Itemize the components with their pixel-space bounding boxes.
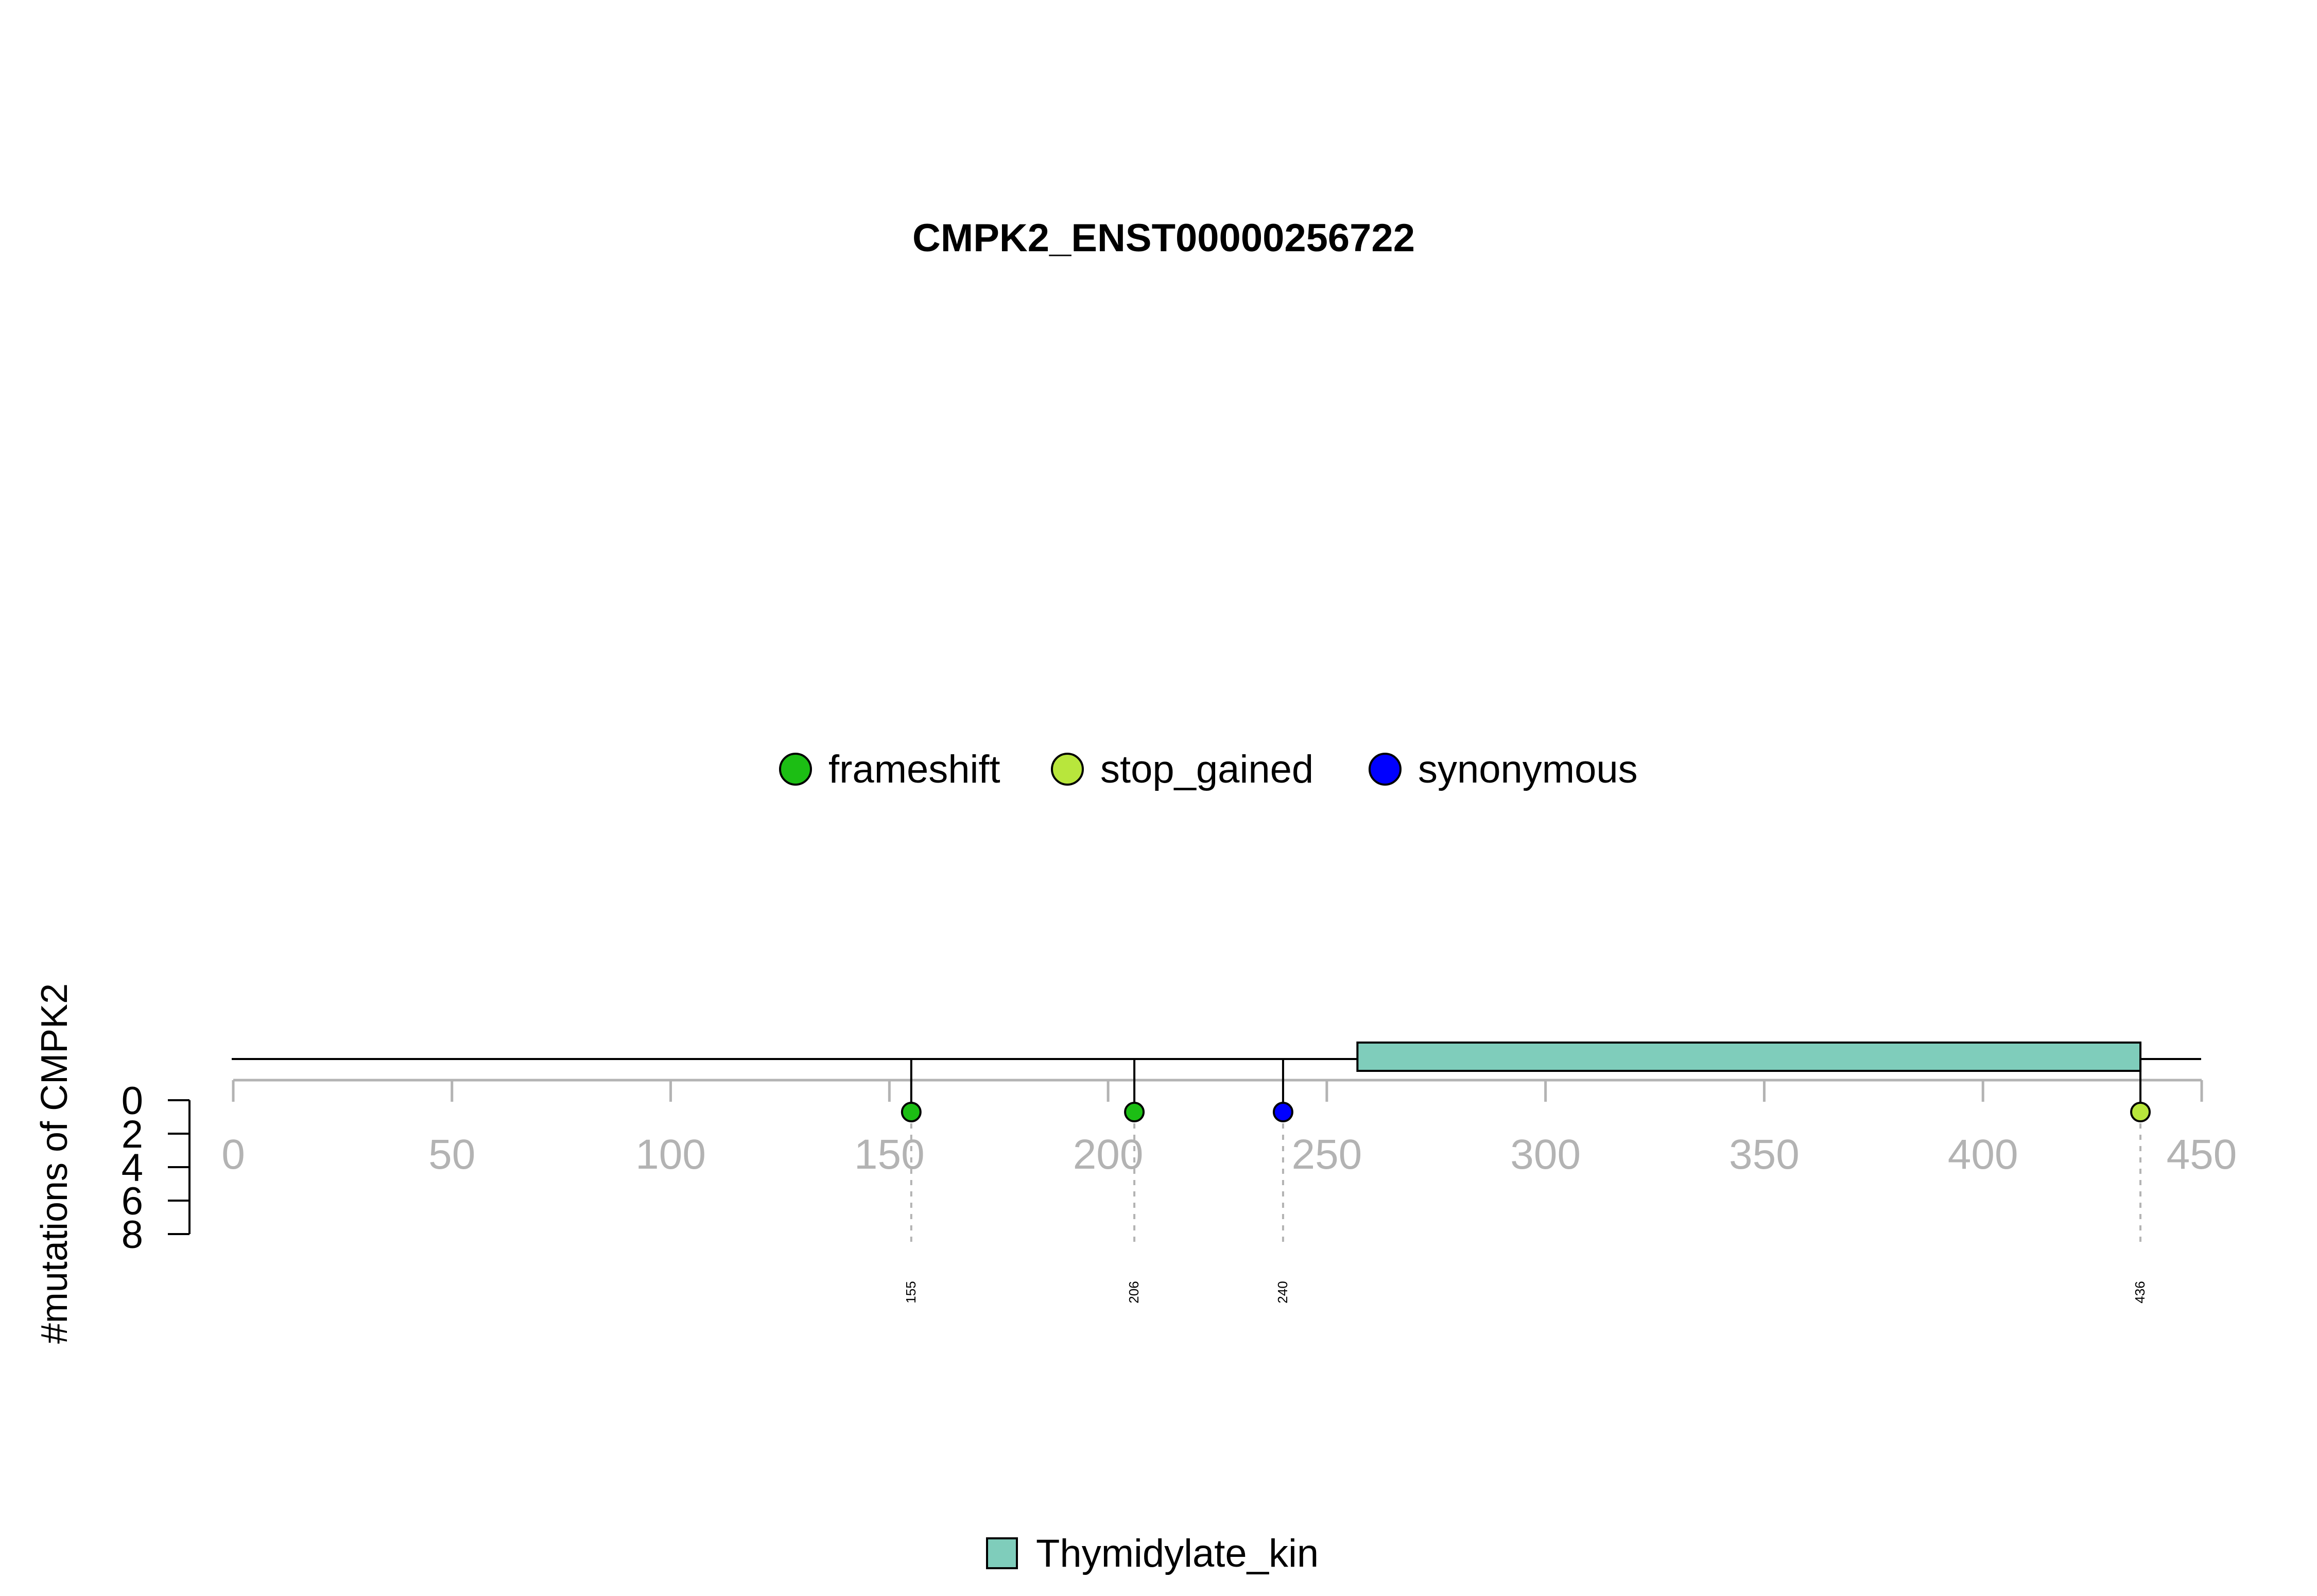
mutation-head [1272,1102,1293,1122]
legend-label: Thymidylate_kin [1036,1532,1319,1575]
x-tick-label: 150 [854,1131,925,1178]
y-tick-label: 6 [122,1179,143,1223]
mutation-head [901,1102,922,1122]
x-tick-label: 200 [1073,1131,1144,1178]
mutation-436: 436 [2130,1059,2151,1304]
y-tick-label: 2 [122,1113,143,1156]
chart-title: CMPK2_ENST00000256722 [912,216,1415,260]
legend-item-frameshift: frameshift [779,748,1000,791]
y-tick-label: 4 [122,1146,143,1190]
y-axis-label: #mutations of CMPK2 [34,983,75,1344]
y-tick-label: 8 [122,1213,143,1257]
domain-Thymidylate_kin [1356,1042,2142,1072]
mutation-240: 240 [1272,1059,1293,1304]
mutation-155: 155 [901,1059,922,1304]
mutation-legend: frameshift stop_gained synonymous [779,748,1638,791]
x-tick-label: 250 [1291,1131,1362,1178]
mutation-206: 206 [1124,1059,1145,1304]
mutation-position-label: 436 [2132,1281,2148,1303]
legend-swatch [779,753,812,786]
legend-item-stop_gained: stop_gained [1051,748,1313,791]
mutation-head [2130,1102,2151,1122]
x-tick-label: 0 [221,1131,245,1178]
x-tick-label: 50 [428,1131,475,1178]
legend-swatch [1369,753,1402,786]
x-tick-label: 350 [1729,1131,1800,1178]
x-axis: 0 50 100 150 200 250 300 350 400 450 [221,1079,2237,1178]
legend-label: frameshift [828,748,1000,791]
domain-layer [1356,1042,2142,1072]
mutation-head [1124,1102,1145,1122]
mutation-position-label: 155 [903,1281,919,1303]
x-tick-label: 300 [1510,1131,1581,1178]
legend-label: synonymous [1418,748,1638,791]
x-tick-label: 450 [2167,1131,2237,1178]
y-tick-label: 0 [122,1079,143,1123]
domain-legend: Thymidylate_kin [986,1532,1319,1575]
legend-item-synonymous: synonymous [1369,748,1638,791]
x-tick-label: 100 [635,1131,706,1178]
legend-swatch [986,1537,1018,1569]
legend-label: stop_gained [1100,748,1313,791]
legend-swatch [1051,753,1084,786]
legend-item-Thymidylate_kin: Thymidylate_kin [986,1532,1319,1575]
mutation-position-label: 240 [1275,1281,1290,1303]
mutation-position-label: 206 [1126,1281,1142,1303]
mutation-layer: 155 206 240 436 [901,1059,2151,1304]
x-tick-label: 400 [1948,1131,2018,1178]
